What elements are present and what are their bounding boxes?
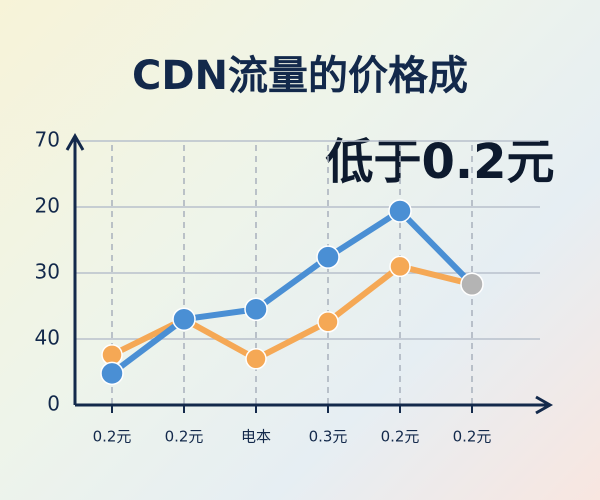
- point: [460, 272, 484, 296]
- point: [244, 297, 268, 322]
- x-tick-label: 电本: [241, 428, 271, 446]
- y-tick-label: 0: [47, 392, 60, 416]
- x-tick-label: 0.3元: [309, 428, 348, 446]
- x-tick-label: 0.2元: [165, 428, 204, 446]
- y-tick-label: 70: [35, 128, 60, 152]
- chart-title: CDN流量的价格成: [132, 53, 468, 99]
- y-tick-label: 30: [35, 260, 60, 284]
- point: [100, 361, 124, 386]
- point: [245, 348, 267, 370]
- point: [388, 199, 412, 223]
- point: [316, 245, 340, 269]
- x-tick-label: 0.2元: [381, 428, 420, 446]
- point: [317, 311, 339, 333]
- x-axis: [75, 395, 554, 415]
- annotation: 低于0.2元: [325, 134, 554, 190]
- series-line: [110, 207, 475, 376]
- x-tick-label: 0.2元: [453, 428, 492, 446]
- point: [389, 255, 411, 278]
- y-tick-label: 40: [35, 326, 60, 350]
- y-tick-label: 20: [35, 194, 60, 218]
- x-tick-label: 0.2元: [93, 428, 132, 446]
- point: [172, 307, 196, 331]
- y-axis: [65, 132, 85, 405]
